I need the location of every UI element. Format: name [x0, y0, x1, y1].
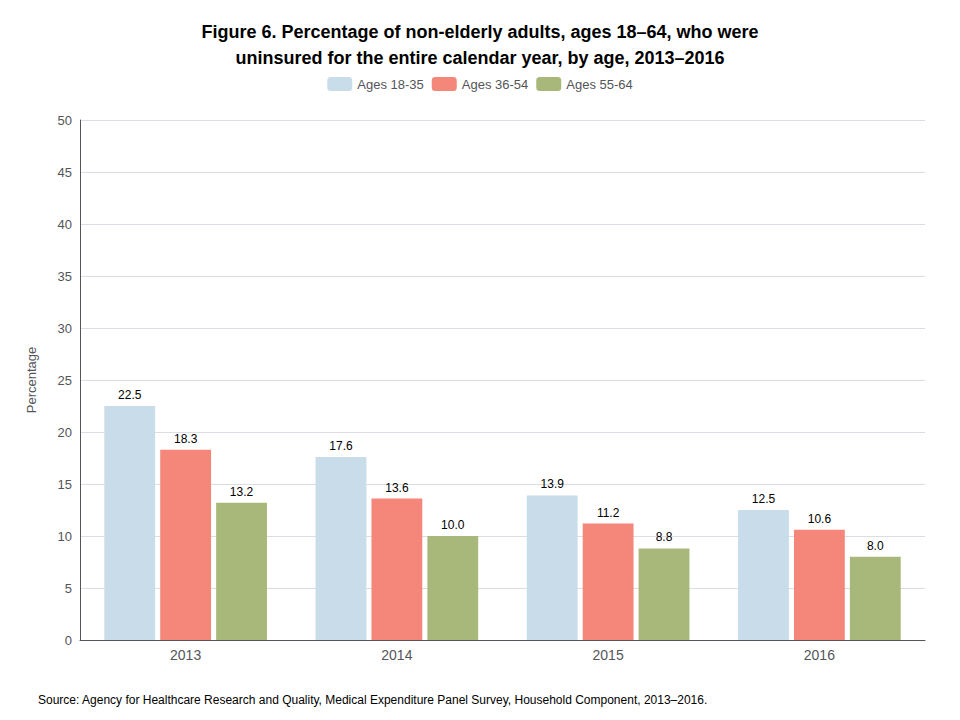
svg-text:15: 15 [58, 477, 72, 492]
svg-text:40: 40 [58, 217, 72, 232]
svg-text:10: 10 [58, 529, 72, 544]
svg-text:18.3: 18.3 [174, 432, 198, 446]
svg-text:20: 20 [58, 425, 72, 440]
svg-text:12.5: 12.5 [752, 492, 776, 506]
svg-text:10.6: 10.6 [808, 512, 832, 526]
svg-text:13.9: 13.9 [541, 477, 565, 491]
svg-text:11.2: 11.2 [597, 506, 620, 520]
svg-text:uninsured for the entire calen: uninsured for the entire calendar year, … [235, 48, 724, 68]
svg-text:10.0: 10.0 [441, 518, 465, 532]
svg-text:Figure 6. Percentage of non-el: Figure 6. Percentage of non-elderly adul… [201, 22, 758, 42]
svg-text:45: 45 [58, 165, 72, 180]
svg-text:Percentage: Percentage [24, 347, 39, 414]
svg-text:2015: 2015 [593, 647, 624, 663]
svg-text:8.8: 8.8 [656, 530, 673, 544]
svg-text:Source: Agency for Healthcare: Source: Agency for Healthcare Research a… [38, 693, 707, 707]
svg-text:30: 30 [58, 321, 72, 336]
svg-text:8.0: 8.0 [867, 539, 884, 553]
svg-text:2014: 2014 [381, 647, 412, 663]
svg-text:2013: 2013 [170, 647, 201, 663]
svg-text:13.6: 13.6 [385, 481, 409, 495]
svg-text:Ages 18-35: Ages 18-35 [357, 77, 424, 92]
svg-text:13.2: 13.2 [230, 485, 254, 499]
svg-text:25: 25 [58, 373, 72, 388]
svg-text:35: 35 [58, 269, 72, 284]
svg-text:2016: 2016 [804, 647, 835, 663]
svg-text:0: 0 [65, 633, 72, 648]
svg-text:5: 5 [65, 581, 72, 596]
svg-text:17.6: 17.6 [329, 439, 353, 453]
svg-text:22.5: 22.5 [118, 388, 142, 402]
svg-text:50: 50 [58, 113, 72, 128]
svg-text:Ages 36-54: Ages 36-54 [462, 77, 529, 92]
svg-text:Ages 55-64: Ages 55-64 [566, 77, 633, 92]
